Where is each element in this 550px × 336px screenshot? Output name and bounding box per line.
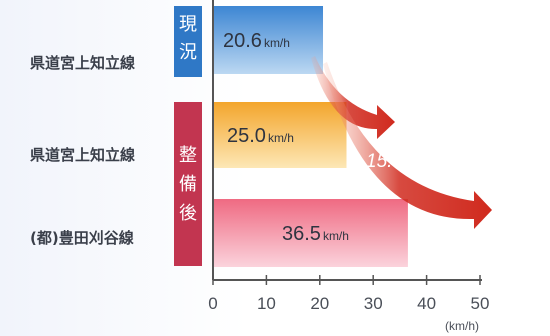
- x-tick-label: 40: [417, 294, 436, 313]
- bar-value-label-2: 25.0 km/h: [227, 125, 294, 147]
- row-label-3: (都)豊田刈谷線: [30, 229, 134, 247]
- x-axis-tick-labels: 0 10 20 30 40 50: [208, 294, 489, 313]
- row-label-2: 県道宮上知立線: [30, 146, 135, 164]
- x-tick-label: 30: [364, 294, 383, 313]
- row-label-1: 県道宮上知立線: [30, 54, 135, 72]
- group-tag-after: 整 備 後: [174, 102, 202, 266]
- group-tag-current: 現 況: [174, 6, 202, 77]
- bar-after-toyota-kariya: [214, 199, 408, 267]
- improvement-arrow-2: [323, 62, 492, 229]
- group-tag-after-char-2: 備: [179, 174, 197, 195]
- x-tick-label: 10: [257, 294, 276, 313]
- improvement-label-1: 4.4 km/h 向上: [368, 66, 461, 87]
- group-tag-current-char-1: 現: [179, 14, 197, 35]
- bar-value-label-1: 20.6 km/h: [223, 30, 290, 52]
- group-tag-after-char-3: 後: [179, 203, 197, 224]
- group-tag-after-char-1: 整: [179, 145, 197, 166]
- improvement-arrow-1: [311, 56, 395, 139]
- x-tick-label: 20: [310, 294, 329, 313]
- improvement-label-2: 15.9 km/h 向上: [366, 151, 470, 172]
- x-axis-unit-label: (km/h): [445, 319, 479, 333]
- bar-after-miyagami: [214, 102, 347, 168]
- group-tag-current-char-2: 況: [179, 42, 197, 63]
- bar-current-miyagami: [214, 6, 324, 74]
- x-tick-label: 50: [471, 294, 490, 313]
- x-tick-label: 0: [208, 294, 217, 313]
- bar-value-label-3: 36.5 km/h: [282, 223, 349, 245]
- x-axis-ticks: [212, 275, 481, 285]
